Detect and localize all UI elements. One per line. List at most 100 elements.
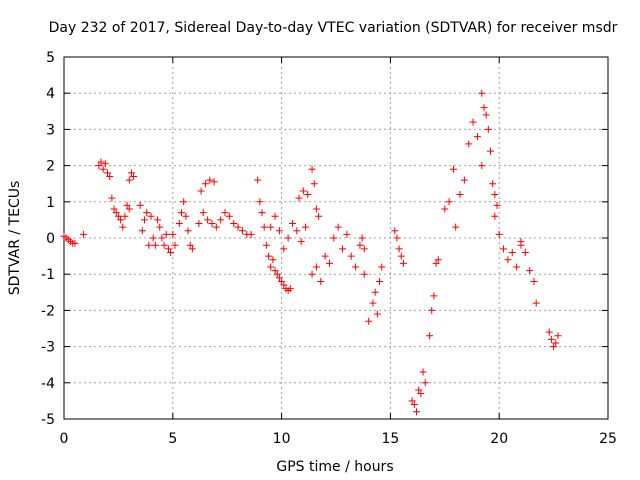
data-point [530, 277, 538, 285]
data-point [347, 252, 355, 260]
data-point [178, 209, 186, 217]
data-point [286, 285, 294, 293]
data-point [434, 256, 442, 264]
data-point [136, 201, 144, 209]
data-point [112, 209, 120, 217]
data-point [269, 256, 277, 264]
x-tick-label: 10 [273, 431, 291, 447]
data-point [397, 252, 405, 260]
series-s4 [119, 201, 133, 231]
data-point [119, 223, 127, 231]
y-tick-label: 4 [46, 86, 55, 102]
data-point [508, 248, 516, 256]
data-point [430, 292, 438, 300]
data-point [365, 317, 373, 325]
x-tick-label: 0 [60, 431, 69, 447]
data-point [517, 238, 525, 246]
series-s12 [295, 187, 312, 202]
data-point [121, 212, 129, 220]
data-point [480, 104, 488, 112]
data-point [199, 209, 207, 217]
x-tick-label: 5 [168, 431, 177, 447]
y-tick-label: 0 [46, 231, 55, 247]
data-point [469, 118, 477, 126]
data-point [526, 267, 534, 275]
data-point [104, 169, 112, 177]
data-point [95, 162, 103, 170]
data-point [395, 245, 403, 253]
data-point [262, 241, 270, 249]
data-point [421, 379, 429, 387]
data-point [491, 212, 499, 220]
data-point [371, 288, 379, 296]
data-point [473, 133, 481, 141]
data-point [175, 220, 183, 228]
series-s15 [358, 234, 379, 325]
data-point [130, 172, 138, 180]
data-point [123, 201, 131, 209]
data-point [201, 180, 209, 188]
y-tick-label: 1 [46, 195, 55, 211]
data-point [547, 335, 555, 343]
data-point [417, 390, 425, 398]
data-point [234, 223, 242, 231]
data-point [162, 230, 170, 238]
data-point [208, 220, 216, 228]
data-point [267, 223, 275, 231]
data-point [138, 227, 146, 235]
data-point [117, 216, 125, 224]
data-point [295, 194, 303, 202]
data-point [299, 187, 307, 195]
data-point [373, 310, 381, 318]
data-point [288, 220, 296, 228]
data-point [182, 212, 190, 220]
data-point [304, 191, 312, 199]
data-point [106, 172, 114, 180]
data-point [99, 165, 107, 173]
data-point [513, 263, 521, 271]
data-point [158, 234, 166, 242]
data-point [413, 408, 421, 416]
data-point [554, 332, 562, 340]
data-point [493, 201, 501, 209]
data-point [532, 299, 540, 307]
series-s9 [197, 176, 218, 195]
data-point [260, 223, 268, 231]
data-point [114, 212, 122, 220]
data-point [360, 270, 368, 278]
series-s19 [426, 256, 442, 340]
data-point [369, 299, 377, 307]
data-point [225, 212, 233, 220]
y-tick-label: -1 [41, 267, 55, 283]
data-point [330, 234, 338, 242]
data-point [206, 176, 214, 184]
data-point [478, 89, 486, 97]
data-point [339, 245, 347, 253]
data-point [184, 227, 192, 235]
data-point [267, 263, 275, 271]
series-s10 [254, 176, 294, 294]
data-point [217, 216, 225, 224]
series-s18 [408, 368, 429, 416]
data-point [204, 216, 212, 224]
series-s16 [373, 263, 386, 318]
series-s5 [125, 169, 138, 184]
data-point [486, 147, 494, 155]
data-point [101, 160, 109, 168]
data-point [160, 241, 168, 249]
data-point [195, 220, 203, 228]
data-point [410, 401, 418, 409]
series-s21 [478, 89, 501, 209]
grid-lines [64, 57, 608, 419]
y-axis-label: SDTVAR / TECUs [7, 181, 23, 296]
data-point [550, 343, 558, 351]
data-point [450, 165, 458, 173]
data-point [317, 277, 325, 285]
series-s20 [441, 118, 486, 231]
data-point [167, 248, 175, 256]
data-point [145, 241, 153, 249]
data-points [60, 89, 562, 416]
y-tick-label: 3 [46, 122, 55, 138]
